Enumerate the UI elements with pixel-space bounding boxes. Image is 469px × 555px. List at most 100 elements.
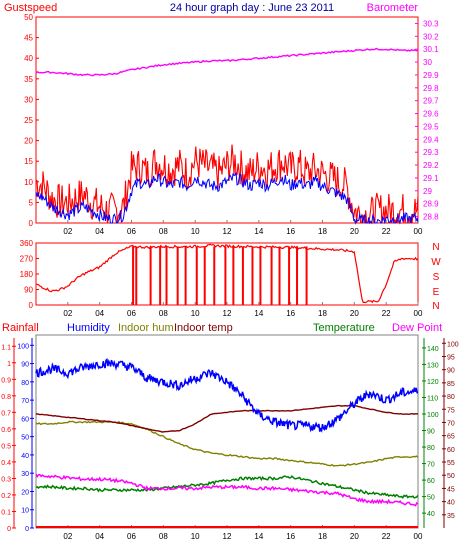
dir-ytick-label: 90: [24, 286, 33, 295]
hum-ytick-label: 20: [21, 489, 29, 496]
temp-ytick-label: 110: [427, 395, 438, 402]
temp-ytick-label: 50: [427, 495, 435, 502]
hum-ytick-label: 50: [21, 435, 29, 442]
compass-label: E: [433, 287, 440, 298]
rain-ytick-label: 0.7: [1, 410, 11, 417]
dew-ytick-label: 95: [447, 354, 455, 361]
dew-ytick-label: 65: [447, 434, 455, 441]
p1-xtick-label: 00: [414, 227, 423, 236]
p2-xtick-label: 22: [382, 309, 391, 318]
p2-xtick-label: 04: [95, 309, 104, 318]
p3-xtick-label: 18: [318, 532, 327, 541]
rain-ytick-label: 0.9: [1, 377, 11, 384]
baro-ytick-label: 30.3: [423, 19, 439, 28]
rain-ytick-label: 0.5: [1, 443, 11, 450]
gustspeed-line: [35, 144, 419, 224]
legend-rainfall: Rainfall: [2, 322, 39, 334]
hum-ytick-label: 30: [21, 471, 29, 478]
p2-xtick-label: 06: [127, 309, 136, 318]
baro-ytick-label: 29: [423, 187, 432, 196]
dew-ytick-label: 80: [447, 394, 455, 401]
p2-xtick-label: 16: [286, 309, 295, 318]
indoor-humidity-line: [35, 420, 419, 467]
p3-xtick-label: 08: [159, 532, 168, 541]
rain-ytick-label: 0: [7, 526, 11, 533]
dir-ytick-label: 270: [20, 255, 34, 264]
temp-ytick-label: 130: [427, 362, 439, 369]
legend-temperature: Temperature: [313, 322, 375, 334]
legend-indoor-hum: Indoor hum: [118, 322, 174, 334]
p1-xtick-label: 18: [318, 227, 327, 236]
gust-ytick-label: 0: [29, 219, 34, 228]
temp-ytick-label: 40: [427, 511, 435, 518]
dir-ytick-label: 0: [29, 301, 34, 310]
baro-ytick-label: 29.2: [423, 161, 439, 170]
p3-xtick-label: 06: [127, 532, 136, 541]
chart-title: 24 hour graph day : June 23 2011: [170, 2, 334, 14]
p1-xtick-label: 10: [191, 227, 200, 236]
dew-ytick-label: 35: [447, 513, 455, 520]
baro-ytick-label: 28.8: [423, 213, 439, 222]
dew-ytick-label: 75: [447, 407, 455, 414]
temp-ytick-label: 60: [427, 478, 435, 485]
rain-ytick-label: 1: [7, 361, 11, 368]
rain-ytick-label: 0.3: [1, 476, 11, 483]
gust-ytick-label: 45: [24, 34, 33, 43]
gust-ytick-label: 30: [24, 95, 33, 104]
temp-ytick-label: 140: [427, 346, 439, 353]
compass-label: N: [432, 242, 439, 253]
gust-ytick-label: 25: [24, 116, 33, 125]
p1-xtick-label: 02: [63, 227, 72, 236]
dew-ytick-label: 60: [447, 447, 455, 454]
p1-xtick-label: 08: [159, 227, 168, 236]
dew-ytick-label: 50: [447, 473, 455, 480]
dew-ytick-label: 45: [447, 486, 455, 493]
dir-ytick-label: 180: [20, 270, 34, 279]
p2-xtick-label: 02: [63, 309, 72, 318]
baro-ytick-label: 30.1: [423, 45, 439, 54]
gust-ytick-label: 5: [29, 198, 34, 207]
rain-ytick-label: 0.8: [1, 394, 11, 401]
p2-xtick-label: 12: [223, 309, 232, 318]
gust-ytick-label: 15: [24, 157, 33, 166]
legend-indoor-temp: Indoor temp: [174, 322, 233, 334]
p1-xtick-label: 20: [350, 227, 359, 236]
panel2-frame: [35, 242, 419, 306]
dew-ytick-label: 55: [447, 460, 455, 467]
rain-ytick-label: 0.1: [1, 509, 11, 516]
p1-xtick-label: 14: [254, 227, 263, 236]
baro-ytick-label: 29.5: [423, 122, 439, 131]
hum-ytick-label: 100: [17, 343, 29, 350]
hum-ytick-label: 80: [21, 380, 29, 387]
gust-ytick-label: 20: [24, 137, 33, 146]
p2-xtick-label: 08: [159, 309, 168, 318]
baro-ytick-label: 29.6: [423, 110, 439, 119]
dew-ytick-label: 85: [447, 381, 455, 388]
hum-ytick-label: 10: [21, 508, 29, 515]
legend-dew-point: Dew Point: [392, 322, 442, 334]
p1-xtick-label: 16: [286, 227, 295, 236]
baro-ytick-label: 29.3: [423, 148, 439, 157]
p3-xtick-label: 10: [191, 532, 200, 541]
p3-xtick-label: 16: [286, 532, 295, 541]
barometer-line: [35, 47, 419, 77]
p3-xtick-label: 22: [382, 532, 391, 541]
temperature-line: [35, 475, 419, 500]
windspeed-line: [35, 172, 419, 225]
dew-ytick-label: 100: [447, 341, 459, 348]
legend-humidity: Humidity: [67, 322, 110, 334]
dew-ytick-label: 40: [447, 500, 455, 507]
baro-ytick-label: 29.7: [423, 97, 439, 106]
p2-xtick-label: 10: [191, 309, 200, 318]
hum-ytick-label: 90: [21, 362, 29, 369]
p1-xtick-label: 04: [95, 227, 104, 236]
baro-ytick-label: 29.4: [423, 135, 439, 144]
rain-ytick-label: 1.1: [1, 344, 11, 351]
hum-ytick-label: 60: [21, 416, 29, 423]
p2-xtick-label: 18: [318, 309, 327, 318]
rain-ytick-label: 0.4: [1, 460, 11, 467]
hum-ytick-label: 0: [25, 526, 29, 533]
temp-ytick-label: 100: [427, 412, 439, 419]
p2-xtick-label: 14: [254, 309, 263, 318]
wind-direction-line: [35, 243, 419, 304]
